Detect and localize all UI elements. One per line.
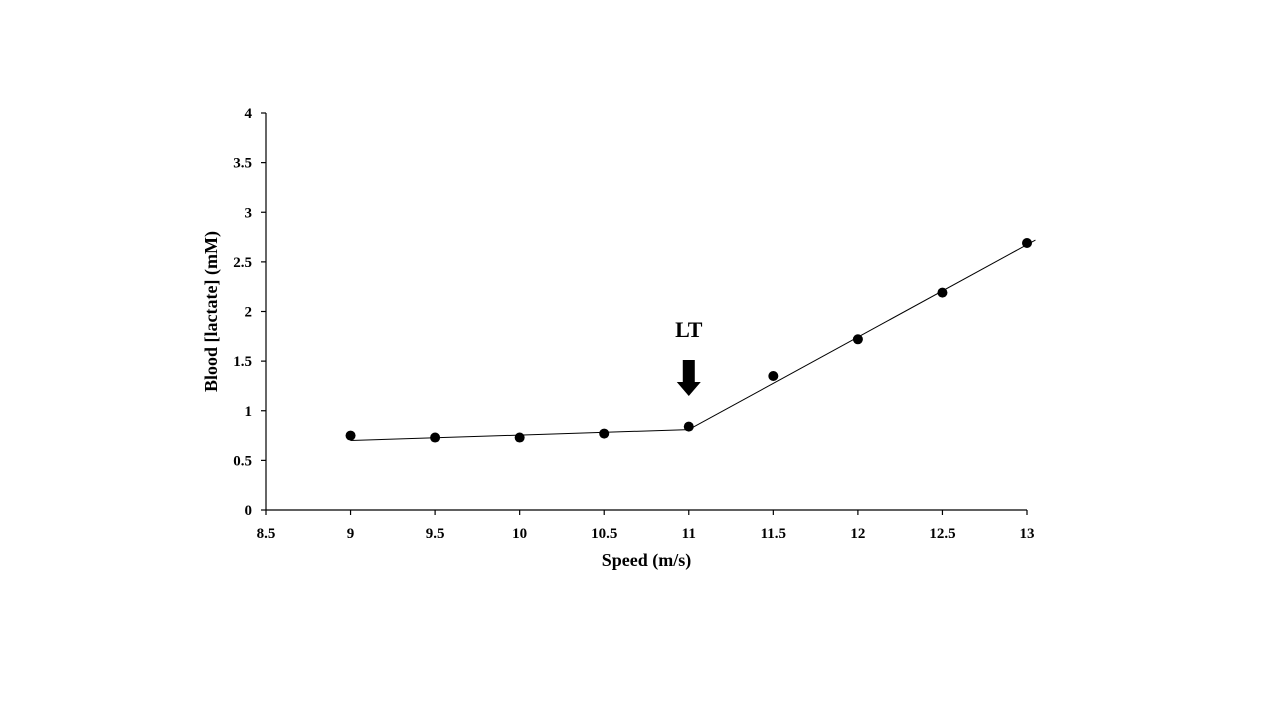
lt-annotation: LT xyxy=(675,317,703,396)
x-axis-title: Speed (m/s) xyxy=(602,550,692,571)
data-point xyxy=(768,371,779,382)
data-point xyxy=(345,430,356,441)
x-tick-label: 10 xyxy=(512,526,527,542)
x-tick-label: 8.5 xyxy=(257,526,276,542)
x-tick-label: 9 xyxy=(347,526,355,542)
y-tick-label: 1.5 xyxy=(233,354,252,370)
data-points xyxy=(345,238,1032,443)
x-tick-label: 12.5 xyxy=(929,526,955,542)
lt-label: LT xyxy=(675,317,703,342)
x-tick-label: 11 xyxy=(682,526,696,542)
y-tick-label: 4 xyxy=(245,106,253,122)
data-point xyxy=(514,432,525,443)
data-point xyxy=(599,428,610,439)
data-point xyxy=(430,432,441,443)
y-axis-title: Blood [lactate] (mM) xyxy=(201,231,222,392)
data-point xyxy=(937,287,948,298)
x-tick-label: 9.5 xyxy=(426,526,445,542)
fit-line xyxy=(688,239,1036,431)
arrow-down-icon xyxy=(676,360,701,396)
y-axis-ticks: 0 0.5 1 1.5 2 2.5 3 3.5 4 xyxy=(233,106,266,519)
x-tick-label: 11.5 xyxy=(761,526,786,542)
y-tick-label: 3 xyxy=(245,205,253,221)
y-tick-label: 0.5 xyxy=(233,453,252,469)
data-point xyxy=(683,421,694,432)
y-tick-label: 1 xyxy=(245,404,253,420)
x-tick-label: 12 xyxy=(850,526,865,542)
y-tick-label: 2.5 xyxy=(233,255,252,271)
x-axis-ticks: 8.5 9 9.5 10 10.5 11 11.5 12 12.5 13 xyxy=(257,510,1035,542)
y-tick-label: 2 xyxy=(245,305,253,321)
x-tick-label: 10.5 xyxy=(591,526,617,542)
data-point xyxy=(1022,238,1032,249)
data-point xyxy=(852,334,863,345)
x-tick-label: 13 xyxy=(1020,526,1035,542)
y-tick-label: 0 xyxy=(245,503,253,519)
y-tick-label: 3.5 xyxy=(233,156,252,172)
